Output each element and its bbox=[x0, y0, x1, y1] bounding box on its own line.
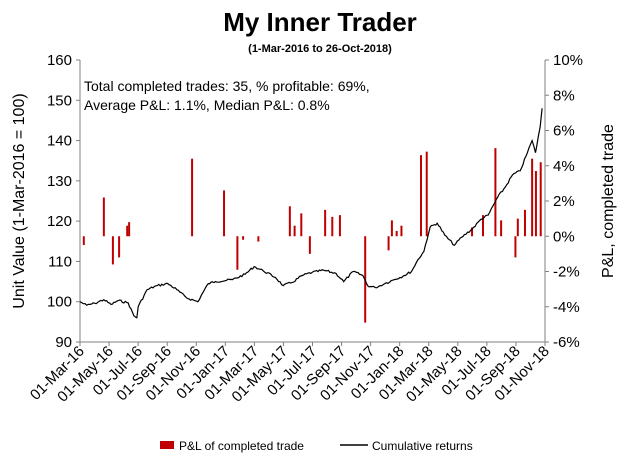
legend: P&L of completed trade Cumulative return… bbox=[160, 439, 473, 453]
right-y-tick-label: 2% bbox=[553, 193, 575, 210]
trade-bar bbox=[82, 236, 85, 246]
trade-bar bbox=[331, 216, 334, 237]
left-y-tick-label: 150 bbox=[47, 92, 72, 109]
trade-bar bbox=[223, 190, 226, 237]
trade-bar bbox=[338, 215, 341, 237]
right-y-ticks: 10% 8% 6% 4% 2% 0% -2% -4% -6% bbox=[545, 52, 583, 351]
trade-bars bbox=[82, 148, 542, 323]
trade-bar bbox=[324, 209, 327, 237]
trade-bar bbox=[102, 197, 105, 237]
legend-bar-label: P&L of completed trade bbox=[179, 439, 304, 453]
left-y-tick-label: 120 bbox=[47, 213, 72, 230]
trade-bar bbox=[425, 151, 428, 237]
trade-bar bbox=[191, 158, 194, 237]
chart-title: My Inner Trader bbox=[223, 7, 417, 37]
trade-bar bbox=[500, 220, 503, 237]
chart-subtitle: (1-Mar-2016 to 26-Oct-2018) bbox=[248, 43, 392, 55]
trade-bar bbox=[257, 236, 260, 242]
trade-bar bbox=[482, 215, 484, 237]
trade-bar bbox=[293, 225, 296, 237]
trade-bar bbox=[539, 162, 542, 237]
left-y-tick-label: 100 bbox=[47, 294, 72, 311]
left-y-ticks: 160 150 140 130 120 110 100 90 bbox=[47, 52, 80, 351]
right-y-tick-label: 10% bbox=[553, 52, 583, 69]
cumulative-returns-line bbox=[79, 108, 543, 319]
right-y-tick-label: 4% bbox=[553, 158, 575, 175]
x-axis-ticks: 01-Mar-1601-May-1601-Jul-1601-Sep-1601-N… bbox=[27, 342, 553, 406]
legend-line-label: Cumulative returns bbox=[372, 439, 473, 453]
trade-bar bbox=[534, 171, 537, 237]
trade-bar bbox=[300, 213, 303, 237]
left-y-tick-label: 130 bbox=[47, 173, 72, 190]
left-y-tick-label: 160 bbox=[47, 52, 72, 69]
legend-bar-swatch bbox=[160, 441, 174, 449]
trade-bar bbox=[531, 158, 534, 237]
trade-bar bbox=[126, 225, 129, 237]
left-y-axis-label: Unit Value (1-Mar-2016 = 100) bbox=[11, 93, 28, 308]
trade-bar bbox=[288, 206, 291, 237]
stats-line-1: Total completed trades: 35, % profitable… bbox=[84, 78, 370, 94]
right-y-tick-label: -4% bbox=[553, 299, 580, 316]
left-y-tick-label: 90 bbox=[55, 334, 72, 351]
trade-bar bbox=[400, 225, 403, 237]
right-y-tick-label: 0% bbox=[553, 228, 575, 245]
trade-bar bbox=[390, 220, 393, 237]
stats-line-2: Average P&L: 1.1%, Median P&L: 0.8% bbox=[84, 97, 330, 113]
right-y-tick-label: -2% bbox=[553, 264, 580, 281]
trade-bar bbox=[387, 236, 390, 251]
trade-bar bbox=[471, 227, 474, 237]
trade-bar bbox=[516, 218, 519, 237]
trade-bar bbox=[111, 236, 114, 265]
trade-bar bbox=[242, 236, 245, 240]
trade-bar bbox=[494, 148, 497, 237]
trade-bar bbox=[236, 236, 239, 270]
right-y-tick-label: -6% bbox=[553, 334, 580, 351]
right-y-tick-label: 8% bbox=[553, 87, 575, 104]
trade-bar bbox=[308, 236, 311, 254]
trade-bar bbox=[395, 230, 398, 237]
trade-bar bbox=[514, 236, 517, 258]
trade-bar bbox=[128, 222, 131, 237]
right-y-tick-label: 6% bbox=[553, 123, 575, 140]
trade-bar bbox=[118, 236, 121, 258]
left-y-tick-label: 140 bbox=[47, 133, 72, 150]
right-y-axis-label: P&L, completed trade bbox=[600, 124, 617, 278]
left-y-tick-label: 110 bbox=[48, 253, 72, 270]
trade-bar bbox=[420, 155, 422, 237]
trade-bar bbox=[523, 209, 526, 237]
